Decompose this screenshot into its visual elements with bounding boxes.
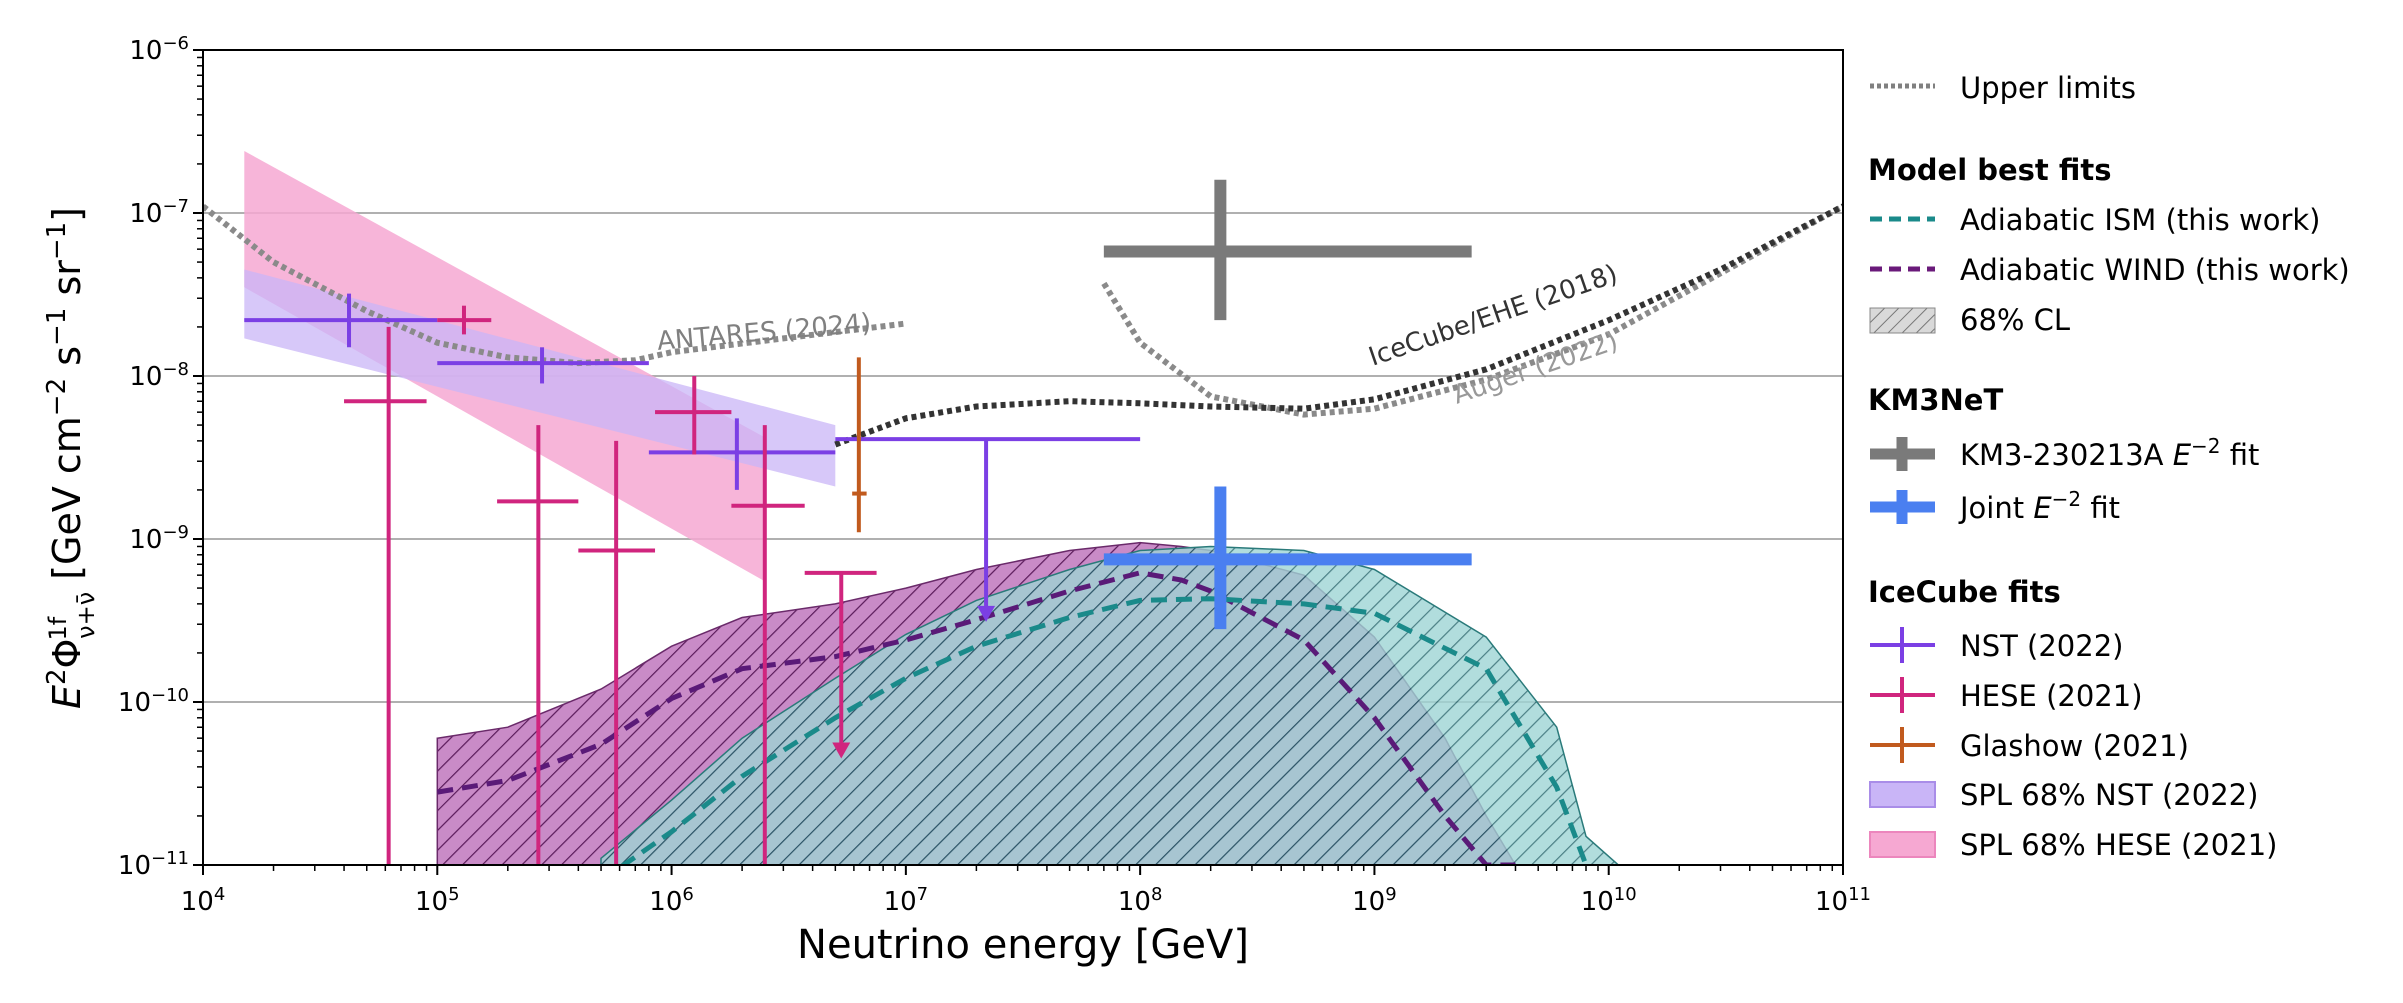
legend-label-nst: NST (2022): [1960, 629, 2123, 663]
joint-point: [1103, 486, 1472, 630]
hese-point-0: [437, 305, 492, 335]
plot-frame: [202, 49, 1844, 866]
legend-label-cl: 68% CL: [1960, 303, 2070, 337]
nst-point-1: [437, 347, 649, 384]
legend-label-hese: HESE (2021): [1960, 679, 2143, 713]
annotations: ANTARES (2024) IceCube/EHE (2018)Auger (2…: [656, 259, 1622, 410]
legend-swatch-km3: [1870, 437, 1935, 471]
hese-point-4: [655, 376, 732, 455]
legend-swatch-spl-nst: [1869, 781, 1936, 808]
hese-point-3: [578, 440, 656, 865]
legend-label-ism: Adiabatic ISM (this work): [1960, 203, 2320, 237]
nst-point-3-arrow-head: [977, 605, 996, 622]
legend-swatch-hese: [1870, 677, 1935, 713]
nst-point-2: [648, 418, 836, 490]
legend-group-title-icecube: IceCube fits: [1868, 575, 2061, 609]
legend-label-glashow: Glashow (2021): [1960, 729, 2189, 763]
legend-label-wind: Adiabatic WIND (this work): [1960, 253, 2350, 287]
bands: [244, 151, 1620, 865]
x-tick-label-6: 1010: [1581, 884, 1637, 918]
y-tick-label-5: 10−6: [129, 33, 189, 67]
y-tick-label-2: 10−9: [129, 522, 189, 556]
annotation-2: Auger (2022): [1449, 326, 1622, 410]
y-tick-label-4: 10−7: [129, 196, 189, 230]
error-bars: [244, 179, 1472, 865]
legend: Upper limits Model best fits Adiabatic I…: [1868, 71, 2350, 862]
x-axis-label: Neutrino energy [GeV]: [797, 922, 1249, 968]
hese-point-1: [344, 326, 427, 865]
x-tick-label-3: 107: [884, 884, 929, 918]
nst-point-3: [835, 437, 1141, 622]
y-axis-label: E2Φ1fν+ν̄ [GeV cm−2 s−1 sr−1]: [42, 207, 100, 709]
annotation-0: ANTARES (2024): [656, 308, 872, 357]
band-ism-68cl: [600, 545, 1620, 865]
glashow-point: [852, 357, 867, 533]
band-spl-nst: [244, 269, 836, 487]
hese-point-6: [804, 570, 877, 759]
x-tick-label-1: 105: [415, 884, 460, 918]
legend-swatch-nst: [1870, 627, 1935, 663]
hese-point-5: [731, 425, 805, 865]
axes: 104 105 106 107 108 109 1010 1011 10−11 10−10 10−9…: [118, 33, 1871, 918]
legend-label-spl-nst: SPL 68% NST (2022): [1960, 778, 2258, 812]
x-tick-label-2: 106: [649, 884, 694, 918]
km3-point: [1103, 179, 1472, 321]
x-tick-label-7: 1011: [1815, 884, 1871, 918]
y-tick-label-3: 10−8: [129, 359, 189, 393]
line-adiabatic-wind: [436, 570, 1516, 865]
y-tick-label-1: 10−10: [118, 685, 189, 719]
hese-point-6-arrow-head: [832, 742, 851, 759]
x-tick-label-5: 109: [1352, 884, 1397, 918]
legend-swatch-joint: [1870, 490, 1935, 524]
line-auger-ul: [1101, 203, 1843, 418]
x-tick-label-4: 108: [1118, 884, 1163, 918]
x-tick-label-0: 104: [181, 884, 226, 918]
legend-swatch-spl-hese: [1869, 831, 1936, 858]
legend-swatch-cl: [1869, 307, 1936, 334]
hese-point-2: [497, 425, 579, 865]
line-adiabatic-ism: [619, 596, 1589, 865]
legend-group-title-model: Model best fits: [1868, 153, 2112, 187]
legend-label-upper-limits: Upper limits: [1960, 71, 2136, 105]
legend-label-joint: Joint E−2 fit: [1958, 487, 2120, 525]
legend-group-title-km3net: KM3NeT: [1868, 383, 2003, 417]
y-tick-label-0: 10−11: [118, 848, 189, 882]
line-icecube-ehe-ul: [834, 203, 1843, 448]
legend-label-spl-hese: SPL 68% HESE (2021): [1960, 828, 2277, 862]
legend-label-km3: KM3-230213A E−2 fit: [1960, 434, 2259, 472]
nst-point-0: [244, 293, 438, 348]
legend-swatch-glashow: [1870, 727, 1935, 763]
